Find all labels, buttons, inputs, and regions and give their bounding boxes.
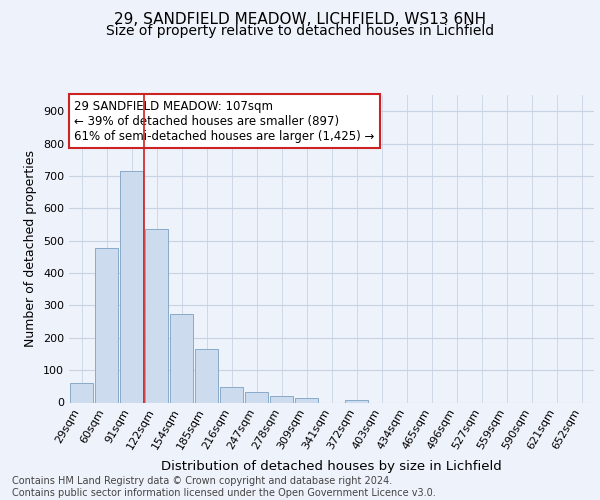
Bar bbox=[345, 400, 368, 402]
Bar bbox=[220, 388, 243, 402]
Bar bbox=[145, 228, 168, 402]
Text: 29 SANDFIELD MEADOW: 107sqm
← 39% of detached houses are smaller (897)
61% of se: 29 SANDFIELD MEADOW: 107sqm ← 39% of det… bbox=[74, 100, 374, 142]
Text: Contains HM Land Registry data © Crown copyright and database right 2024.
Contai: Contains HM Land Registry data © Crown c… bbox=[12, 476, 436, 498]
Bar bbox=[95, 248, 118, 402]
Bar bbox=[295, 398, 318, 402]
Bar bbox=[270, 396, 293, 402]
Bar bbox=[245, 392, 268, 402]
Bar bbox=[70, 383, 93, 402]
Y-axis label: Number of detached properties: Number of detached properties bbox=[25, 150, 37, 347]
Bar bbox=[120, 172, 143, 402]
X-axis label: Distribution of detached houses by size in Lichfield: Distribution of detached houses by size … bbox=[161, 460, 502, 473]
Bar bbox=[170, 314, 193, 402]
Text: Size of property relative to detached houses in Lichfield: Size of property relative to detached ho… bbox=[106, 24, 494, 38]
Text: 29, SANDFIELD MEADOW, LICHFIELD, WS13 6NH: 29, SANDFIELD MEADOW, LICHFIELD, WS13 6N… bbox=[114, 12, 486, 28]
Bar bbox=[195, 349, 218, 403]
